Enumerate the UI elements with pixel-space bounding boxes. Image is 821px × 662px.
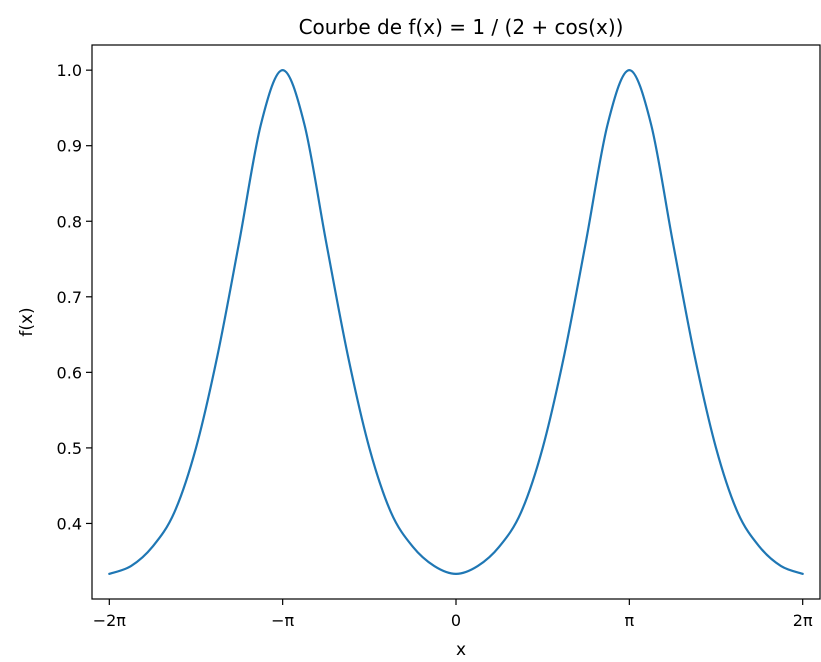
y-axis: 0.4 0.5 0.6 0.7 0.8 0.9 1.0 (57, 61, 92, 533)
y-tick-label: 0.7 (57, 288, 82, 307)
x-axis-label: x (456, 640, 466, 660)
y-axis-label: f(x) (17, 307, 37, 336)
x-tick-label: π (625, 611, 635, 630)
x-tick-label: 2π (793, 611, 813, 630)
y-tick-label: 0.9 (57, 137, 82, 156)
plot-area (108, 69, 804, 575)
y-tick-label: 0.6 (57, 363, 82, 382)
series-line (108, 69, 804, 575)
axes-frame (91, 44, 821, 600)
x-axis: −2π −π 0 π 2π (93, 599, 813, 630)
x-tick-label: −2π (93, 611, 127, 630)
y-tick-label: 0.4 (57, 514, 82, 533)
x-tick-label: −π (271, 611, 294, 630)
y-tick-label: 0.5 (57, 439, 82, 458)
y-tick-label: 0.8 (57, 212, 82, 231)
chart-title: Courbe de f(x) = 1 / (2 + cos(x)) (299, 15, 624, 39)
x-tick-label: 0 (451, 611, 461, 630)
y-tick-label: 1.0 (57, 61, 82, 80)
